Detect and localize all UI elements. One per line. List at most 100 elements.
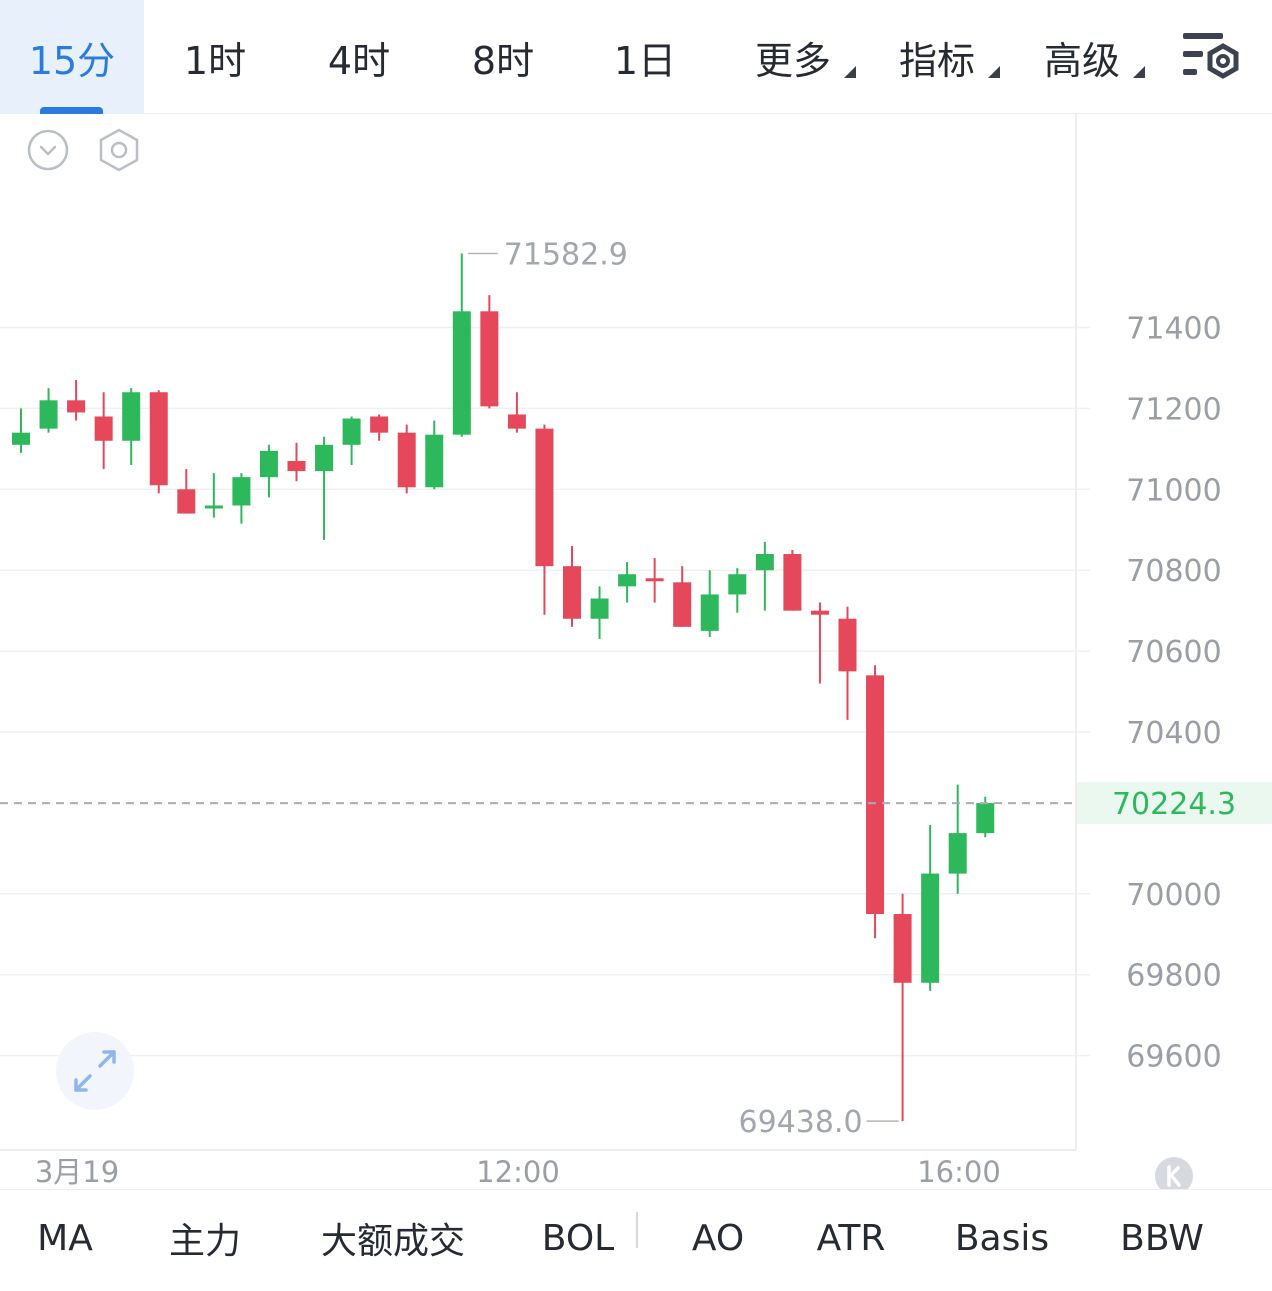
time-tick-label: 3月19 xyxy=(35,1155,119,1189)
candle xyxy=(921,825,940,991)
candle xyxy=(177,469,196,514)
tab-label: 更多 xyxy=(754,38,831,83)
candle xyxy=(783,549,802,611)
candle-body xyxy=(507,414,526,429)
indicator-ao[interactable]: AO xyxy=(670,1190,766,1286)
high-price-label: 71582.9 xyxy=(504,237,628,272)
tab-8h[interactable]: 8时 xyxy=(433,0,573,114)
indicator-label: Basis xyxy=(954,1217,1050,1259)
candle-body xyxy=(590,598,609,619)
candle-body xyxy=(397,432,416,488)
candle-body xyxy=(563,566,581,619)
advanced-dropdown[interactable]: 高级 xyxy=(1017,0,1147,114)
candle xyxy=(122,388,141,466)
indicator-label: ATR xyxy=(816,1217,886,1259)
candle-body xyxy=(67,400,86,413)
tab-4h[interactable]: 4时 xyxy=(289,0,429,114)
tab-15min[interactable]: 15分 xyxy=(0,0,144,114)
candle xyxy=(673,566,692,627)
price-tick-label: 70600 xyxy=(1126,635,1221,670)
candle xyxy=(866,665,885,939)
candle xyxy=(507,392,526,433)
tab-label: 高级 xyxy=(1043,38,1120,83)
candle-body xyxy=(39,400,58,429)
timeframe-bar: 15分 1时 4时 8时 1日 更多 指标 高级 xyxy=(0,0,1272,114)
indicator-label: BOL xyxy=(541,1217,615,1259)
dropdown-triangle-icon xyxy=(844,66,856,78)
tab-label: 8时 xyxy=(471,38,535,83)
candle xyxy=(67,380,86,421)
candle-body xyxy=(315,444,334,472)
price-tick-label: 71400 xyxy=(1126,312,1221,347)
current-price-badge xyxy=(1077,782,1272,825)
candle xyxy=(12,408,30,453)
candle-body xyxy=(480,311,499,407)
dropdown-triangle-icon xyxy=(988,66,1000,78)
indicator-bol[interactable]: BOL xyxy=(525,1190,631,1286)
indicators-dropdown[interactable]: 指标 xyxy=(872,0,1002,114)
candle-body xyxy=(232,477,251,506)
candle-body xyxy=(149,392,168,486)
candle xyxy=(838,606,857,720)
candle-body xyxy=(452,311,471,435)
price-tick-label: 71000 xyxy=(1126,473,1221,508)
time-tick-label: 12:00 xyxy=(476,1155,560,1189)
candle xyxy=(149,390,168,494)
candlestick-chart[interactable]: 71400 71200 71000 70800 70600 70400 7000… xyxy=(0,114,1272,1189)
candle-body xyxy=(342,418,361,445)
hexagon-settings-icon[interactable] xyxy=(96,127,142,173)
indicator-ma[interactable]: MA xyxy=(10,1190,120,1286)
candle-body xyxy=(12,432,30,445)
candle xyxy=(893,893,912,1122)
chart-settings-icon[interactable] xyxy=(1180,30,1244,82)
indicator-bbw[interactable]: BBW xyxy=(1100,1190,1224,1286)
tab-1d[interactable]: 1日 xyxy=(575,0,715,114)
candle-body xyxy=(535,428,554,567)
candle xyxy=(452,253,471,437)
more-dropdown[interactable]: 更多 xyxy=(728,0,858,114)
indicator-label: 主力 xyxy=(168,1221,241,1262)
expand-arrows-icon[interactable] xyxy=(54,1030,136,1112)
indicator-main-force[interactable]: 主力 xyxy=(150,1190,260,1286)
candle xyxy=(287,442,306,482)
candle xyxy=(342,416,361,466)
candle-body xyxy=(728,574,747,595)
indicator-bar: MA 主力 大额成交 BOL AO ATR Basis BBW xyxy=(0,1189,1272,1291)
candle-body xyxy=(204,505,223,509)
candle xyxy=(39,388,58,433)
candle-body xyxy=(866,675,885,915)
indicator-label: MA xyxy=(37,1217,93,1259)
candle-body xyxy=(755,554,774,571)
candle-body xyxy=(810,610,829,615)
tab-1h[interactable]: 1时 xyxy=(145,0,285,114)
price-tick-label: 70400 xyxy=(1126,716,1221,751)
candles-group xyxy=(12,253,995,1122)
k-badge-icon[interactable] xyxy=(1154,1156,1194,1196)
active-tab-indicator xyxy=(40,107,103,114)
time-tick-label: 16:00 xyxy=(917,1155,1001,1189)
indicator-large-trades[interactable]: 大额成交 xyxy=(300,1190,486,1286)
low-price-label: 69438.0 xyxy=(739,1105,863,1140)
candle-body xyxy=(893,914,912,983)
candle xyxy=(397,424,416,494)
tab-label: 15分 xyxy=(28,38,116,83)
candle-body xyxy=(425,434,444,488)
candle-body xyxy=(177,489,196,514)
indicator-atr[interactable]: ATR xyxy=(796,1190,906,1286)
tab-label: 1日 xyxy=(613,38,677,83)
candle xyxy=(535,424,554,615)
price-tick-label: 69800 xyxy=(1126,959,1221,994)
candle xyxy=(590,586,609,639)
chevron-down-circle-icon[interactable] xyxy=(26,128,70,172)
candle xyxy=(948,784,967,894)
candle xyxy=(315,436,334,540)
candle-body xyxy=(700,594,719,631)
indicator-divider xyxy=(636,1212,638,1248)
indicator-basis[interactable]: Basis xyxy=(940,1190,1064,1286)
indicator-label: AO xyxy=(691,1217,745,1259)
candle-body xyxy=(645,578,664,582)
current-price-label: 70224.3 xyxy=(1112,787,1236,822)
price-axis: 71400 71200 71000 70800 70600 70400 7000… xyxy=(1126,312,1221,1075)
candle xyxy=(700,570,719,637)
indicator-label: BBW xyxy=(1120,1217,1204,1259)
